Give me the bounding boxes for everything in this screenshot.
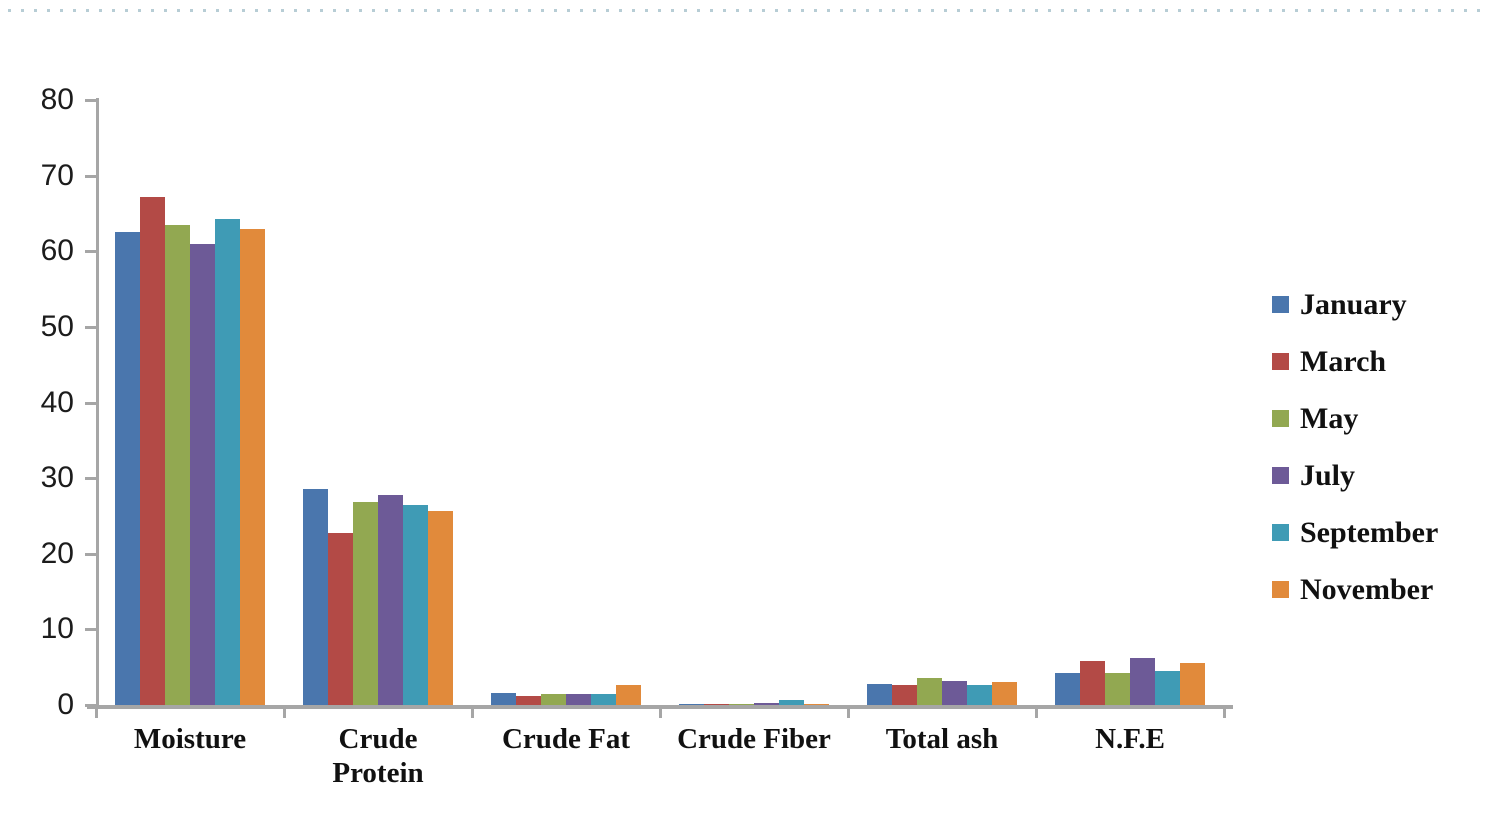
y-axis-tick: [85, 250, 96, 254]
legend-item: November: [1272, 561, 1438, 618]
bar: [967, 685, 992, 705]
y-axis-tick: [85, 401, 96, 405]
bar: [353, 502, 378, 705]
bar: [165, 225, 190, 705]
category-label: Crude Fiber: [677, 723, 831, 755]
bar: [328, 533, 353, 705]
bar: [115, 232, 140, 705]
bar: [679, 704, 704, 705]
y-axis-line: [96, 98, 99, 706]
y-axis-tick-label: 30: [40, 461, 74, 495]
legend-swatch: [1272, 296, 1289, 313]
x-axis-tick: [1223, 709, 1226, 718]
y-axis-tick: [85, 325, 96, 329]
bar: [403, 505, 428, 705]
legend-label: September: [1300, 515, 1439, 549]
bar: [616, 685, 641, 705]
x-axis-tick: [659, 709, 662, 718]
x-axis-tick: [847, 709, 850, 718]
bar: [215, 219, 240, 705]
y-axis-tick-label: 0: [57, 688, 74, 721]
legend-swatch: [1272, 353, 1289, 370]
bar: [1130, 658, 1155, 705]
legend-label: March: [1300, 344, 1387, 378]
y-axis-tick-label: 40: [40, 385, 74, 419]
bar: [1155, 671, 1180, 705]
category-label: Crude Protein: [332, 723, 424, 790]
y-axis-tick: [85, 174, 96, 178]
bar-group: [660, 100, 848, 705]
bar: [190, 244, 215, 705]
y-axis-tick: [85, 552, 96, 556]
plot-area: 0 10 20 30 40 50 60 70 80: [41, 83, 1233, 721]
legend-label: July: [1300, 458, 1356, 492]
category-label: Crude Fat: [501, 723, 631, 755]
bar: [704, 704, 729, 705]
page-top-dotted-border: [8, 9, 1490, 12]
bar: [942, 681, 967, 705]
chart-legend: January March May July September November: [1272, 276, 1438, 618]
bar-group: [284, 100, 472, 705]
bar-group: [472, 100, 660, 705]
bar: [779, 700, 804, 705]
bar: [1080, 661, 1105, 705]
bar-group: [848, 100, 1036, 705]
category-label: N.F.E: [1095, 723, 1165, 755]
bar: [917, 678, 942, 705]
legend-item: July: [1272, 447, 1438, 504]
category-label: Moisture: [133, 723, 247, 755]
bar: [516, 696, 541, 705]
legend-swatch: [1272, 410, 1289, 427]
y-axis-tick-label: 60: [40, 234, 74, 268]
y-axis-tick: [85, 628, 96, 632]
x-axis-tick: [283, 709, 286, 718]
y-axis-tick-label: 20: [40, 536, 74, 570]
bar: [867, 684, 892, 705]
y-axis-tick-label: 80: [40, 83, 74, 116]
y-axis-tick-label: 70: [40, 158, 74, 192]
x-axis-tick: [471, 709, 474, 718]
y-axis-tick: [85, 704, 96, 707]
legend-swatch: [1272, 467, 1289, 484]
legend-label: May: [1300, 401, 1359, 435]
legend-item: March: [1272, 333, 1438, 390]
bar: [729, 704, 754, 705]
bar: [240, 229, 265, 705]
bar: [140, 197, 165, 705]
legend-item: September: [1272, 504, 1438, 561]
legend-item: January: [1272, 276, 1438, 333]
bar: [1105, 673, 1130, 705]
bar: [541, 694, 566, 705]
bar: [491, 693, 516, 705]
y-axis-tick-label: 10: [40, 612, 74, 646]
y-axis-tick: [85, 99, 96, 102]
legend-swatch: [1272, 581, 1289, 598]
bar: [378, 495, 403, 705]
x-axis-tick: [95, 709, 98, 718]
bar: [992, 682, 1017, 705]
bar-group: [1036, 100, 1224, 705]
bar: [804, 704, 829, 705]
bar: [1180, 663, 1205, 705]
category-label: Total ash: [885, 723, 999, 755]
legend-swatch: [1272, 524, 1289, 541]
legend-label: January: [1300, 287, 1407, 321]
x-axis-line: [87, 705, 1233, 709]
bar: [591, 694, 616, 705]
x-axis-tick: [1035, 709, 1038, 718]
legend-item: May: [1272, 390, 1438, 447]
bar-group: [96, 100, 284, 705]
bar: [303, 489, 328, 705]
bar: [892, 685, 917, 705]
legend-label: November: [1300, 572, 1434, 606]
bar: [428, 511, 453, 705]
y-axis-tick: [85, 477, 96, 481]
y-axis-tick-label: 50: [40, 309, 74, 343]
bar: [1055, 673, 1080, 705]
bar: [754, 703, 779, 705]
bar: [566, 694, 591, 705]
